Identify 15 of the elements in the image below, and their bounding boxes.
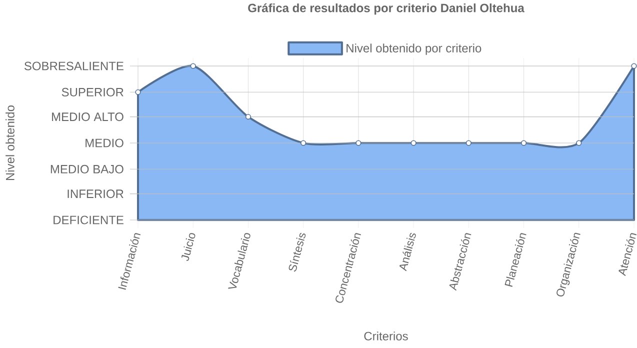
ref-line-label: MEDIO BAJO [50, 164, 124, 174]
ref-line-label: MEDIO [86, 138, 124, 148]
x-axis-title: Criterios [364, 332, 408, 340]
x-tick-label: Síntesis [288, 232, 306, 272]
text: Nivel obtenido [6, 106, 14, 180]
x-tick-label: Análisis [400, 232, 416, 272]
ref-line-label: SUPERIOR [62, 88, 124, 96]
ref-line-label: SOBRESALIENTE [24, 62, 124, 70]
ref-line-label: INFERIOR [68, 190, 124, 198]
ref-line-label: MEDIO ALTO [52, 112, 124, 122]
chart-title: Gráfica de resultados por criterio Daniel Oltehua [248, 3, 524, 15]
x-tick-label: Juicio [181, 233, 196, 261]
legend-label: Nivel obtenido por criterio [346, 44, 482, 55]
x-tick-label: Atención [618, 233, 637, 276]
ref-line-label: DEFICIENTE [54, 216, 124, 224]
